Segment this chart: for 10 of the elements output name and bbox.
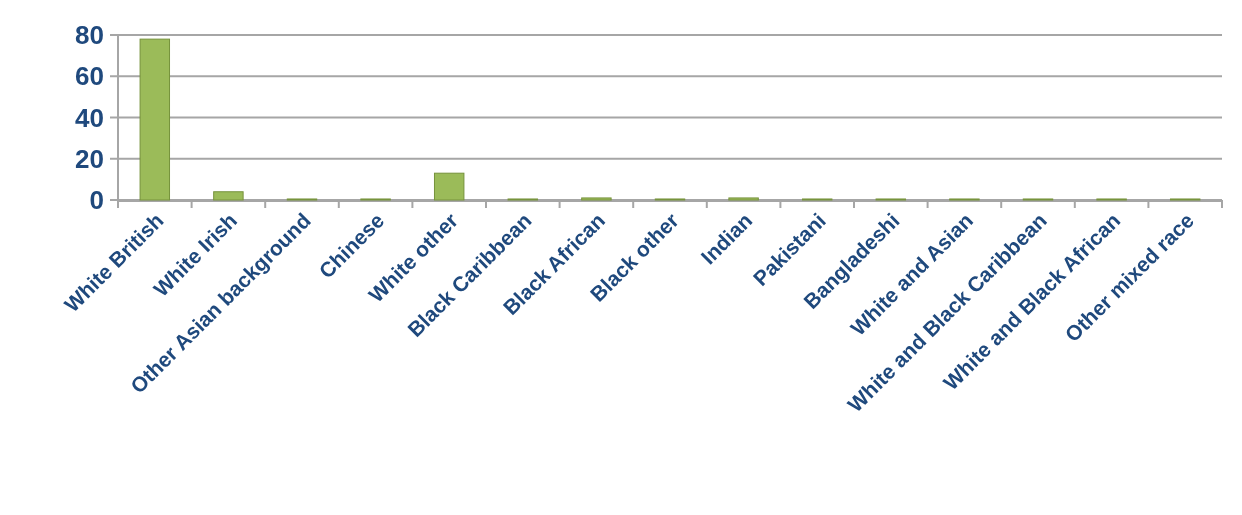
bar	[728, 197, 759, 201]
y-tick-label: 80	[75, 20, 104, 51]
bar	[581, 197, 612, 201]
bar	[139, 38, 171, 201]
y-tick-label: 20	[75, 143, 104, 174]
y-tick-label: 40	[75, 102, 104, 133]
bar	[213, 191, 244, 201]
y-tick-label: 0	[89, 185, 104, 216]
y-tick-label: 60	[75, 61, 104, 92]
bar	[433, 172, 465, 201]
